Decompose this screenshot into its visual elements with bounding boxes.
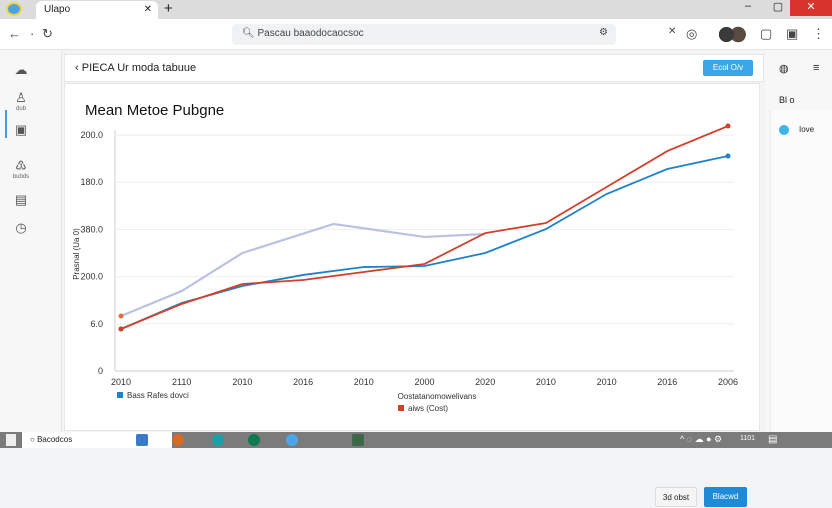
notification-icon[interactable]: ▤ [768, 434, 778, 445]
x-axis-label: Oostatanomowelivans [398, 392, 477, 401]
x-tick-label: 2010 [536, 377, 556, 387]
close-tab-icon[interactable]: ✕ [143, 4, 152, 15]
legend-label: Bass Rafes dovci [127, 391, 189, 400]
browser-logo-icon [6, 2, 22, 16]
info-icon [779, 125, 789, 135]
taskbar: ○ Bacodcos ^ ◌ ☁ ● ⚙ 1101 ▤ [0, 432, 832, 448]
x-tick-label: 2006 [718, 377, 738, 387]
sidebar-item-recycle[interactable]: ♳ bubds [12, 158, 30, 180]
back-icon[interactable]: ← [8, 26, 21, 41]
close-window-button[interactable]: ✕ [790, 0, 832, 16]
inbox-icon: ▤ [14, 192, 28, 207]
avatar[interactable] [718, 26, 746, 43]
document-icon: ▣ [14, 122, 28, 137]
app-icon[interactable] [136, 434, 148, 446]
app-icon[interactable] [352, 434, 364, 446]
maximize-button[interactable]: ▢ [772, 1, 784, 13]
y-tick-label: 380.0 [80, 224, 103, 234]
x-tick-label: 2020 [475, 377, 495, 387]
sidebar: ☁ ♙ dub ▣ ♳ bubds ▤ ◷ [0, 50, 62, 432]
x-tick-label: 2010 [111, 377, 131, 387]
app-icon[interactable] [248, 434, 260, 446]
x-tick-label: 2010 [597, 377, 617, 387]
header-action-button[interactable]: Ecol O/v [703, 60, 753, 76]
forward-icon[interactable]: · [30, 26, 35, 41]
x-tick-label: 2016 [293, 377, 313, 387]
x-tick-label: 2016 [657, 377, 677, 387]
cloud-icon: ☁ [14, 62, 28, 77]
y-tick-label: 200.0 [80, 272, 103, 282]
recycle-icon: ♳ [15, 158, 27, 173]
line-chart: 0 6.0 200.0 380.0 180.0 200.0 2010 2110 2010 2016… [72, 123, 738, 413]
series-line [120, 155, 729, 330]
tab-bar: Ulapo ✕ + – ▢ ✕ [0, 0, 832, 19]
shield-icon[interactable]: ◎ [686, 26, 698, 41]
sidebar-item-document[interactable]: ▣ [12, 122, 30, 138]
bookmark-icon[interactable]: ▢ [760, 26, 773, 41]
page-header-title: ‹ PIECA Ur moda tabuue [75, 62, 197, 74]
shield-icon[interactable]: ◍ [779, 63, 789, 75]
address-bar-row: ← · ↻ 🔍︎ Pascau baaodocaocsoc ⚙ ✕ ◎ ▢ ▣ ⋮ [0, 19, 832, 50]
sidebar-item-users[interactable]: ♙ dub [15, 90, 27, 112]
active-indicator [5, 110, 7, 138]
primary-button[interactable]: Blacwd [704, 487, 747, 507]
x-tick-label: 2110 [172, 377, 191, 387]
data-point [725, 153, 731, 159]
y-tick-label: 200.0 [80, 130, 103, 140]
app-icon[interactable] [212, 434, 224, 446]
back-arrow-icon[interactable]: ‹ [75, 62, 82, 74]
secondary-button[interactable]: 3d obst [655, 487, 697, 507]
chart-card: Mean Metoe Pubgne 0 6.0 200.0 380.0 180.0 200… [64, 83, 760, 507]
x-tick-label: 2010 [354, 377, 374, 387]
list-icon[interactable]: ≡ [813, 62, 820, 74]
right-panel-header: Bl o [779, 95, 795, 105]
tab-active[interactable]: Ulapo ✕ [36, 1, 158, 19]
users-icon: ♙ [15, 90, 27, 105]
sidebar-item-inbox[interactable]: ▤ [12, 192, 30, 208]
search-icon: 🔍︎ [242, 28, 258, 39]
data-point [118, 326, 124, 332]
y-axis-label: Prasnal (Ua 0) [72, 228, 81, 280]
legend-label: aiws (Cost) [408, 404, 448, 413]
page-header: ‹ PIECA Ur moda tabuue Ecol O/v [64, 54, 764, 82]
system-tray-icons[interactable]: ^ ◌ ☁ ● ⚙ [680, 434, 723, 444]
app-icon[interactable] [172, 434, 184, 446]
clock: 1101 [740, 435, 756, 442]
taskbar-search[interactable]: ○ Bacodcos [22, 432, 172, 448]
new-tab-button[interactable]: + [164, 0, 173, 17]
clock-icon: ◷ [15, 220, 27, 235]
right-panel-item[interactable]: Iove [799, 125, 815, 134]
x-tick-label: 2000 [414, 377, 434, 387]
chart-title: Mean Metoe Pubgne [85, 102, 225, 119]
minimize-button[interactable]: – [744, 0, 752, 12]
data-point [118, 313, 124, 319]
y-tick-label: 180.0 [80, 177, 103, 187]
sidebar-item-clock[interactable]: ◷ [12, 220, 30, 236]
right-panel-list: Iove [770, 110, 832, 432]
legend-swatch [117, 392, 123, 398]
x-tick-label: 2010 [232, 377, 252, 387]
series-line [120, 222, 486, 318]
y-tick-label: 0 [98, 366, 103, 376]
address-input[interactable]: 🔍︎ Pascau baaodocaocsoc ⚙ [232, 24, 616, 45]
search-icon: ○ [30, 435, 38, 444]
menu-icon[interactable]: ⋮ [812, 26, 825, 41]
profile-icon[interactable]: ▣ [786, 26, 799, 41]
legend-swatch [398, 405, 404, 411]
settings-icon[interactable]: ⚙ [599, 27, 608, 38]
close-icon[interactable]: ✕ [668, 26, 677, 37]
reload-icon[interactable]: ↻ [42, 26, 53, 41]
sidebar-item-cloud[interactable]: ☁ [12, 62, 30, 78]
y-tick-label: 6.0 [90, 319, 103, 329]
series-line [120, 125, 729, 330]
data-point [725, 123, 731, 129]
app-icon[interactable] [286, 434, 298, 446]
start-icon[interactable] [6, 434, 16, 446]
